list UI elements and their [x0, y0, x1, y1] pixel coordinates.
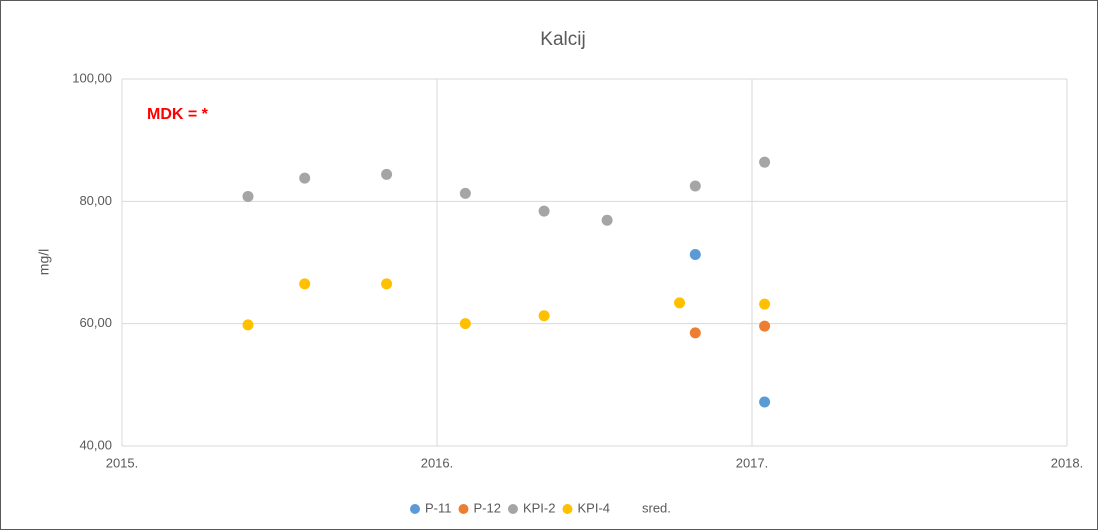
chart-title: Kalcij [540, 29, 585, 50]
point [601, 214, 613, 226]
x-tick-label: 2016. [421, 455, 454, 470]
point [299, 278, 311, 290]
y-tick-label: 80,00 [79, 193, 112, 208]
point [381, 278, 393, 290]
point [674, 297, 686, 309]
point [459, 318, 471, 330]
x-tick-label: 2015. [106, 455, 139, 470]
point [381, 168, 393, 180]
point [299, 172, 311, 184]
y-tick-label: 60,00 [79, 315, 112, 330]
legend-label: P-11 [425, 500, 452, 515]
legend-label: P-12 [474, 500, 501, 515]
annotation: MDK = * [147, 106, 209, 123]
y-axis-title: mg/l [36, 249, 52, 275]
point [242, 319, 254, 331]
legend-marker [410, 504, 420, 514]
legend-marker [507, 504, 518, 514]
point [242, 190, 254, 202]
x-tick-label: 2017. [736, 455, 769, 470]
point [689, 327, 701, 339]
legend-marker [562, 504, 573, 514]
point [538, 310, 550, 322]
point [759, 156, 771, 168]
legend-label: KPI-4 [577, 500, 610, 515]
point [689, 249, 701, 261]
point [459, 187, 471, 199]
legend-marker [458, 504, 469, 514]
point [759, 298, 771, 310]
point [759, 320, 771, 332]
legend-label: sred. [642, 500, 671, 515]
point [689, 180, 701, 192]
y-tick-label: 40,00 [79, 437, 112, 452]
x-tick-label: 2018. [1051, 455, 1084, 470]
point [538, 205, 550, 217]
legend-label: KPI-2 [523, 500, 556, 515]
y-tick-label: 100,00 [72, 70, 112, 85]
point [759, 396, 771, 408]
